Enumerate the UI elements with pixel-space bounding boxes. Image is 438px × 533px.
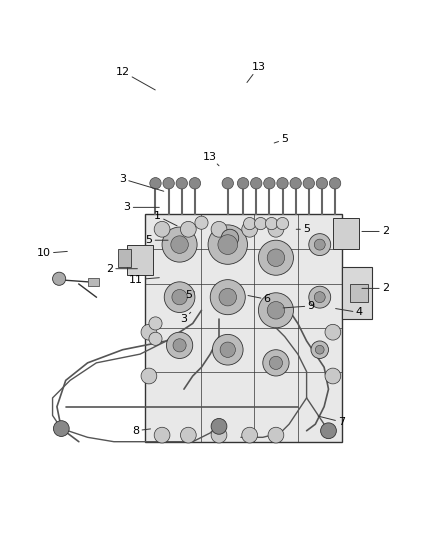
- Circle shape: [171, 236, 188, 253]
- Circle shape: [141, 368, 157, 384]
- Text: 13: 13: [247, 62, 265, 83]
- Text: 5: 5: [296, 224, 310, 235]
- Circle shape: [53, 272, 66, 285]
- Circle shape: [309, 233, 331, 255]
- Bar: [342, 266, 372, 319]
- Circle shape: [303, 177, 314, 189]
- Text: 10: 10: [37, 248, 67, 259]
- Bar: [88, 278, 99, 286]
- Circle shape: [166, 332, 193, 359]
- Circle shape: [154, 221, 170, 237]
- Circle shape: [267, 249, 285, 266]
- Circle shape: [212, 334, 243, 365]
- Circle shape: [265, 217, 278, 230]
- Circle shape: [314, 239, 325, 250]
- Text: 12: 12: [116, 67, 155, 90]
- Text: 2: 2: [106, 264, 138, 273]
- Text: 5: 5: [274, 134, 288, 144]
- Circle shape: [329, 177, 341, 189]
- Circle shape: [150, 177, 161, 189]
- Text: 7: 7: [318, 416, 345, 427]
- Circle shape: [149, 332, 162, 345]
- Circle shape: [211, 418, 227, 434]
- Circle shape: [219, 288, 237, 306]
- Text: 13: 13: [203, 152, 219, 166]
- Circle shape: [162, 227, 197, 262]
- Circle shape: [195, 216, 208, 229]
- Circle shape: [164, 282, 195, 312]
- Bar: [118, 249, 131, 266]
- Circle shape: [316, 177, 328, 189]
- Circle shape: [276, 217, 289, 230]
- Circle shape: [210, 280, 245, 314]
- Circle shape: [268, 427, 284, 443]
- Circle shape: [314, 292, 325, 303]
- Text: 2: 2: [362, 284, 389, 293]
- Circle shape: [311, 341, 328, 359]
- Circle shape: [315, 345, 324, 354]
- Circle shape: [325, 324, 341, 340]
- Circle shape: [277, 177, 288, 189]
- Circle shape: [222, 177, 233, 189]
- Text: 11: 11: [129, 274, 159, 285]
- Circle shape: [258, 240, 293, 275]
- Text: 2: 2: [362, 227, 389, 237]
- Circle shape: [258, 293, 293, 328]
- Circle shape: [221, 229, 239, 247]
- Circle shape: [251, 177, 262, 189]
- Bar: [350, 284, 368, 302]
- Bar: [145, 214, 342, 442]
- Circle shape: [172, 289, 187, 305]
- Circle shape: [154, 427, 170, 443]
- Circle shape: [220, 342, 236, 358]
- Circle shape: [149, 317, 162, 330]
- Circle shape: [176, 177, 187, 189]
- Circle shape: [309, 286, 331, 308]
- Text: 1: 1: [154, 211, 177, 226]
- Circle shape: [173, 339, 186, 352]
- Circle shape: [237, 177, 249, 189]
- Circle shape: [242, 221, 258, 237]
- Circle shape: [163, 177, 174, 189]
- Circle shape: [180, 427, 196, 443]
- Circle shape: [325, 368, 341, 384]
- Circle shape: [180, 221, 196, 237]
- Circle shape: [218, 235, 237, 254]
- Circle shape: [53, 421, 69, 437]
- Text: 5: 5: [185, 290, 194, 300]
- Circle shape: [264, 177, 275, 189]
- Bar: [127, 245, 153, 275]
- Text: 3: 3: [180, 312, 191, 324]
- Circle shape: [141, 324, 157, 340]
- Circle shape: [290, 177, 301, 189]
- Text: 3: 3: [124, 203, 159, 212]
- Text: 8: 8: [132, 426, 151, 436]
- Bar: [333, 219, 359, 249]
- Circle shape: [189, 177, 201, 189]
- Circle shape: [263, 350, 289, 376]
- Text: 3: 3: [119, 174, 164, 191]
- Circle shape: [242, 427, 258, 443]
- Circle shape: [244, 217, 256, 230]
- Circle shape: [208, 225, 247, 264]
- Circle shape: [254, 217, 267, 230]
- Circle shape: [269, 356, 283, 369]
- Circle shape: [267, 302, 285, 319]
- Circle shape: [211, 427, 227, 443]
- Circle shape: [321, 423, 336, 439]
- Text: 6: 6: [248, 294, 271, 304]
- Circle shape: [211, 221, 227, 237]
- Circle shape: [268, 221, 284, 237]
- Text: 5: 5: [145, 235, 168, 245]
- Text: 4: 4: [336, 308, 363, 318]
- Text: 9: 9: [283, 301, 314, 311]
